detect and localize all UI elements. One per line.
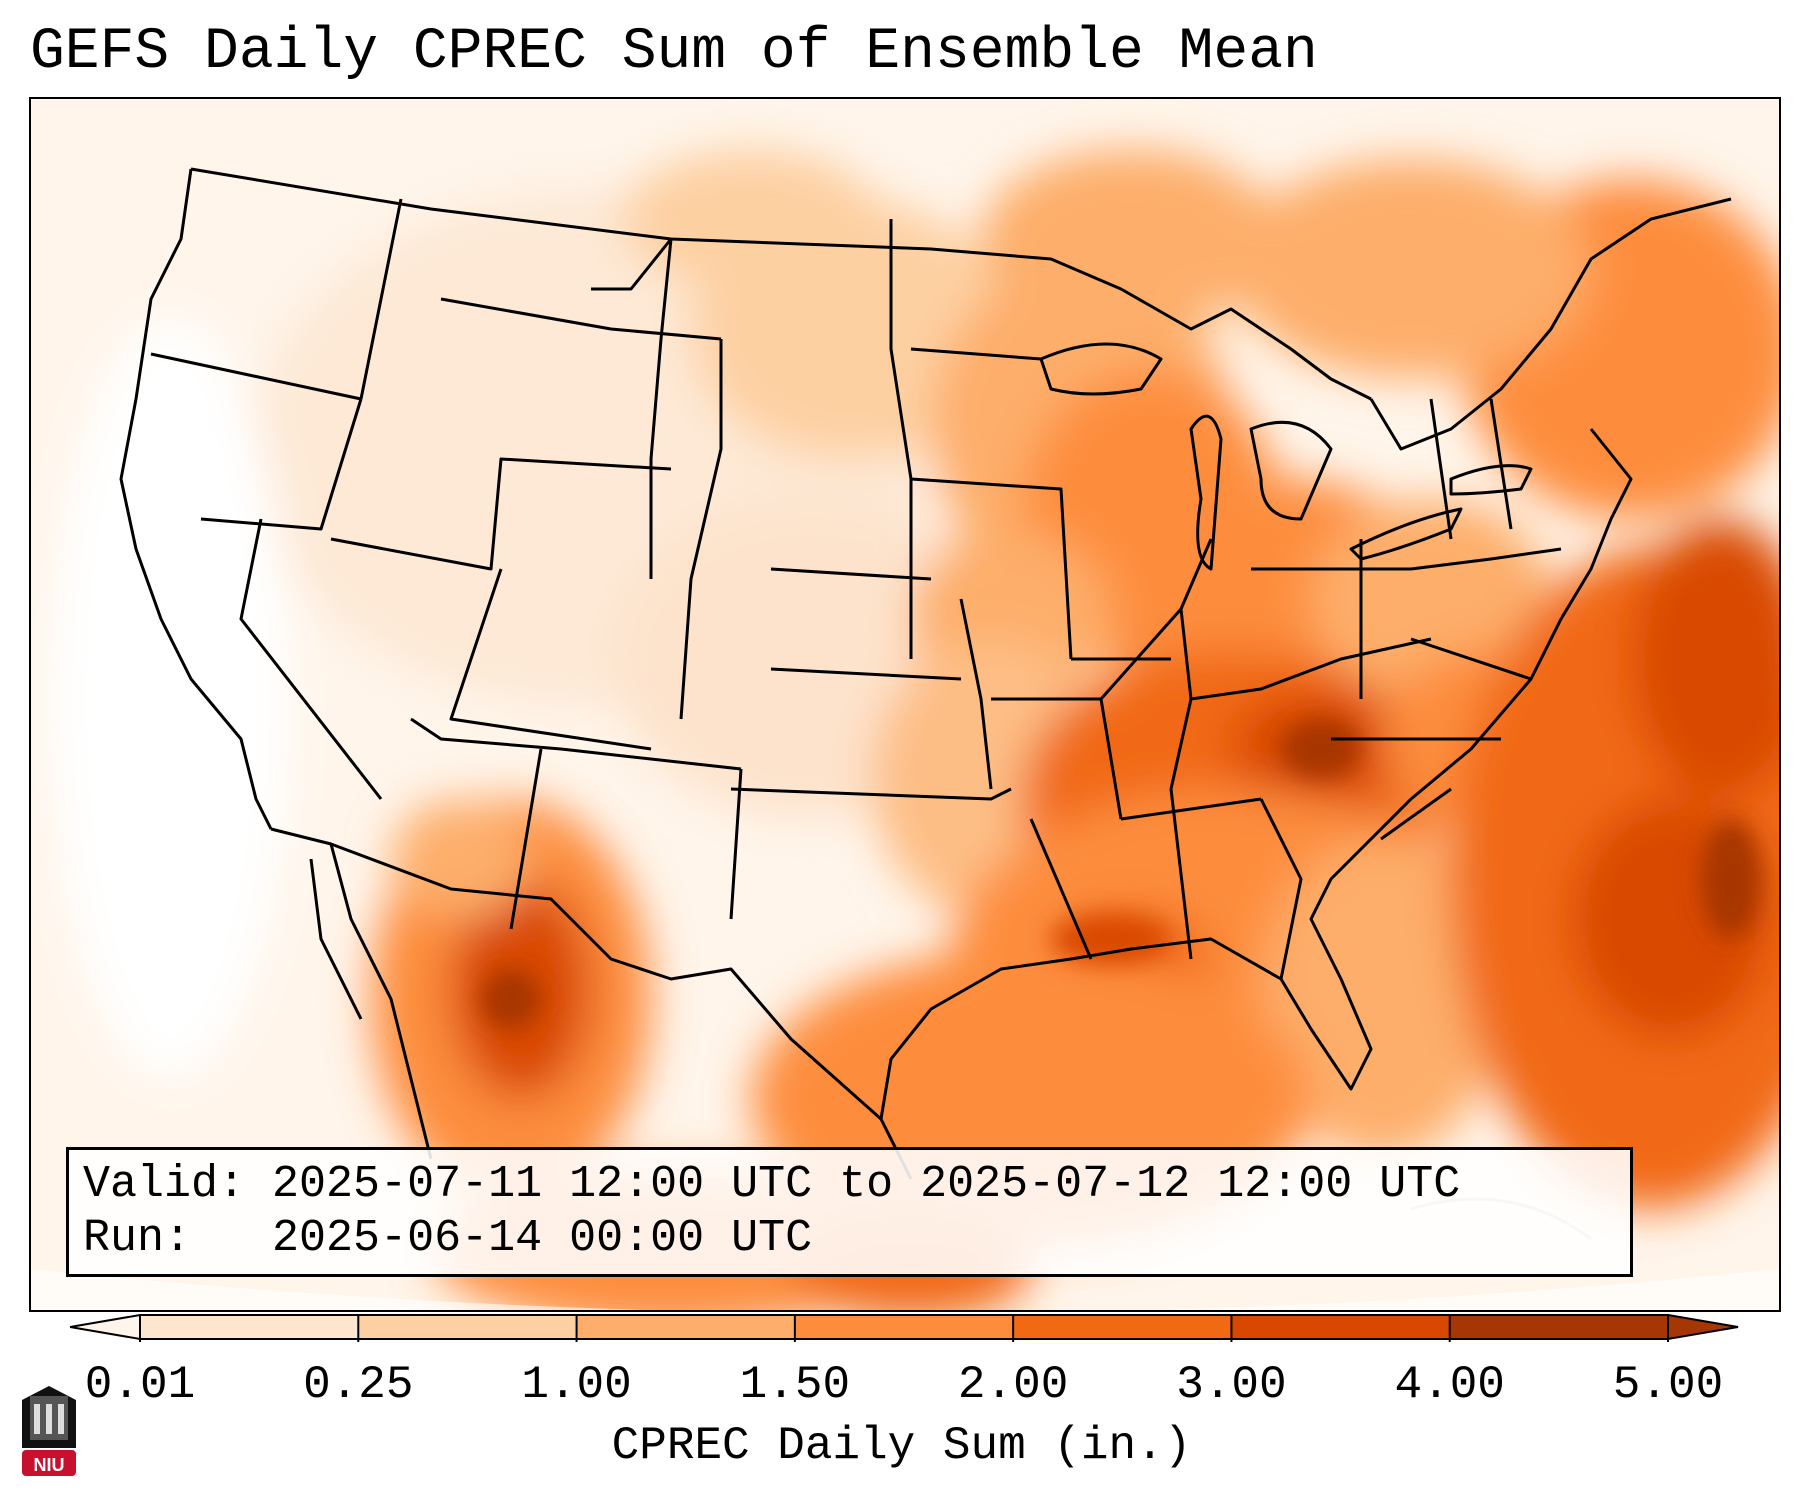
valid-label: Valid: — [83, 1159, 246, 1210]
colorbar-segment — [1231, 1315, 1451, 1339]
map-title: GEFS Daily CPREC Sum of Ensemble Mean — [30, 20, 1318, 85]
colorbar-tick-label: 1.00 — [521, 1359, 632, 1411]
colorbar-tick-label: 0.01 — [84, 1359, 196, 1411]
colorbar-label: CPREC Daily Sum (in.) — [611, 1420, 1192, 1472]
niu-logo-icon: NIU — [22, 1386, 76, 1476]
colorbar-tick-label: 3.00 — [1176, 1359, 1287, 1411]
colorbar-segment — [1013, 1315, 1232, 1339]
svg-text:NIU: NIU — [34, 1455, 65, 1475]
valid-line: Valid: 2025-07-11 12:00 UTC to 2025-07-1… — [83, 1158, 1616, 1212]
colorbar-extend-high — [1667, 1313, 1739, 1341]
colorbar-segment — [358, 1315, 578, 1339]
colorbar-segment — [794, 1315, 1014, 1339]
valid-run-box: Valid: 2025-07-11 12:00 UTC to 2025-07-1… — [66, 1147, 1633, 1277]
colorbar-tick-label: 4.00 — [1394, 1359, 1505, 1411]
state-borders — [119, 167, 1732, 1241]
colorbar-segment — [1449, 1315, 1669, 1339]
run-value: 2025-06-14 00:00 UTC — [272, 1213, 813, 1264]
colorbar-segment — [140, 1315, 359, 1339]
logo-badge — [22, 1450, 76, 1476]
colorbar-tick-label: 5.00 — [1612, 1359, 1724, 1411]
colorbar-tick-label: 2.00 — [957, 1359, 1069, 1411]
colorbar-tick-label: 0.25 — [303, 1359, 414, 1411]
colorbar-segment — [576, 1315, 796, 1339]
precipitation-map — [29, 97, 1781, 1312]
run-label: Run: — [83, 1213, 192, 1264]
run-line: Run: 2025-06-14 00:00 UTC — [83, 1212, 1616, 1266]
valid-value: 2025-07-11 12:00 UTC to 2025-07-12 12:00… — [272, 1159, 1461, 1210]
colorbar — [70, 1313, 1739, 1342]
colorbar-extend-low — [70, 1313, 141, 1341]
colorbar-tick-label: 1.50 — [739, 1359, 851, 1411]
